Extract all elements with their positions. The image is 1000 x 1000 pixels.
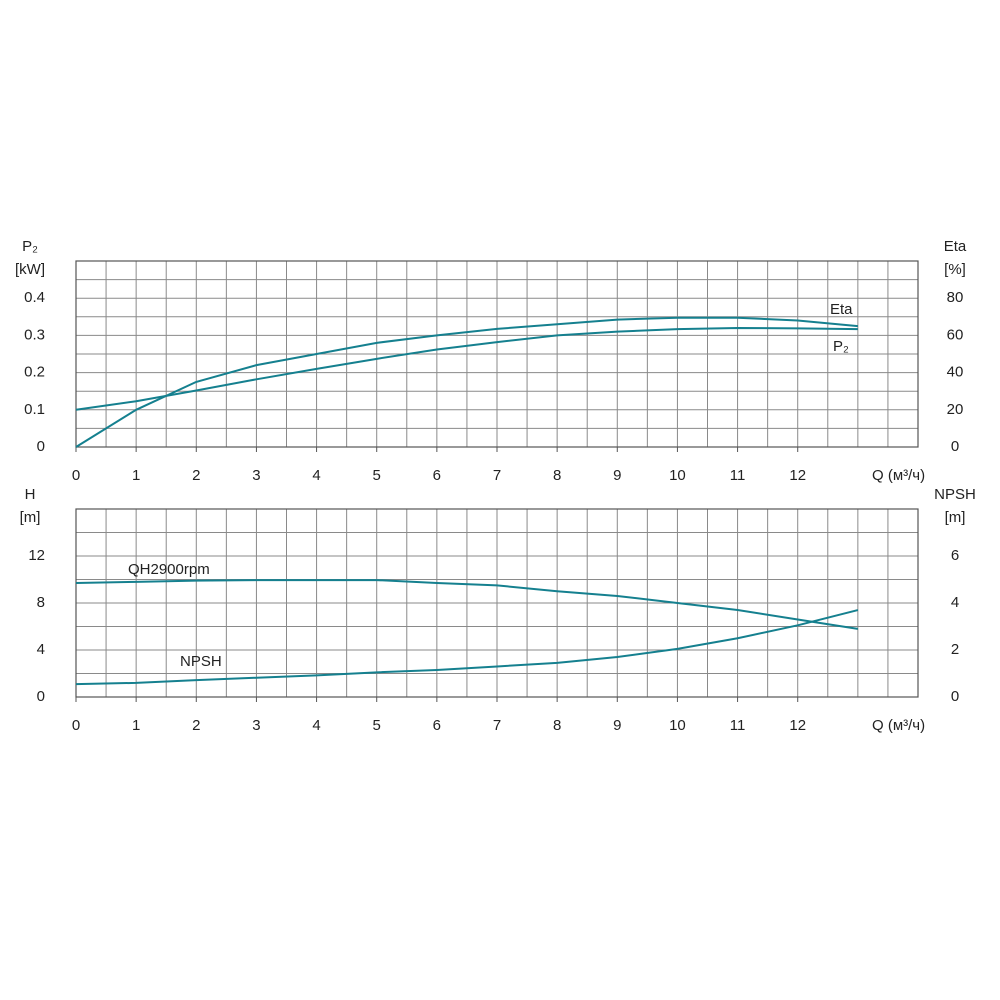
- series-line: [75, 609, 859, 686]
- y-tick-label: 0.3: [24, 326, 45, 343]
- x-tick-label: 2: [192, 717, 200, 734]
- y-tick-label: 12: [28, 547, 45, 564]
- series-label: P₂: [833, 338, 849, 355]
- series-line: [75, 579, 859, 630]
- y2-tick-label: 6: [951, 547, 959, 564]
- x-tick-label: 4: [312, 467, 320, 484]
- y2-tick-label: 80: [947, 289, 964, 306]
- y-tick-label: 0: [37, 438, 45, 455]
- x-tick-label: 12: [789, 467, 806, 484]
- x-tick-label: 6: [433, 467, 441, 484]
- x-tick-label: 7: [493, 467, 501, 484]
- y-axis-unit: [m]: [20, 509, 41, 526]
- y2-axis-title: Eta: [944, 238, 967, 255]
- x-tick-label: 3: [252, 467, 260, 484]
- x-tick-label: 11: [730, 717, 746, 734]
- series-label: QH2900rpm: [128, 561, 210, 578]
- y-tick-label: 8: [37, 594, 45, 611]
- y-axis-unit: [kW]: [15, 261, 45, 278]
- x-tick-label: 2: [192, 467, 200, 484]
- x-tick-label: 4: [312, 717, 320, 734]
- y2-tick-label: 4: [951, 594, 959, 611]
- series-label: Eta: [830, 301, 853, 318]
- y2-axis-unit: [%]: [944, 261, 966, 278]
- y-tick-label: 0.2: [24, 364, 45, 381]
- x-tick-label: 5: [373, 717, 381, 734]
- x-tick-label: 10: [669, 717, 686, 734]
- series-line: [75, 326, 858, 411]
- y-tick-label: 4: [37, 641, 45, 658]
- y2-tick-label: 40: [947, 364, 964, 381]
- y2-tick-label: 20: [947, 401, 964, 418]
- x-tick-label: 8: [553, 467, 561, 484]
- y2-axis-title: NPSH: [934, 486, 976, 503]
- y-tick-label: 0: [37, 688, 45, 705]
- y-axis-title: P₂: [22, 238, 38, 255]
- x-tick-label: 6: [433, 717, 441, 734]
- x-axis-title: Q (м³/ч): [872, 467, 925, 484]
- x-tick-label: 0: [72, 467, 80, 484]
- x-tick-label: 1: [132, 467, 140, 484]
- y2-tick-label: 60: [947, 326, 964, 343]
- y2-tick-label: 2: [951, 641, 959, 658]
- y2-tick-label: 0: [951, 438, 959, 455]
- x-tick-label: 7: [493, 717, 501, 734]
- y-tick-label: 0.4: [24, 289, 45, 306]
- y2-axis-unit: [m]: [945, 509, 966, 526]
- x-tick-label: 12: [789, 717, 806, 734]
- x-tick-label: 1: [132, 717, 140, 734]
- x-tick-label: 5: [373, 467, 381, 484]
- series-line: [75, 316, 858, 448]
- x-tick-label: 8: [553, 717, 561, 734]
- y-axis-title: H: [25, 486, 36, 503]
- x-tick-label: 0: [72, 717, 80, 734]
- x-tick-label: 11: [730, 467, 746, 484]
- y-tick-label: 0.1: [24, 401, 45, 418]
- y2-tick-label: 0: [951, 688, 959, 705]
- x-tick-label: 3: [252, 717, 260, 734]
- x-tick-label: 9: [613, 717, 621, 734]
- x-tick-label: 10: [669, 467, 686, 484]
- x-tick-label: 9: [613, 467, 621, 484]
- series-label: NPSH: [180, 653, 222, 670]
- x-axis-title: Q (м³/ч): [872, 717, 925, 734]
